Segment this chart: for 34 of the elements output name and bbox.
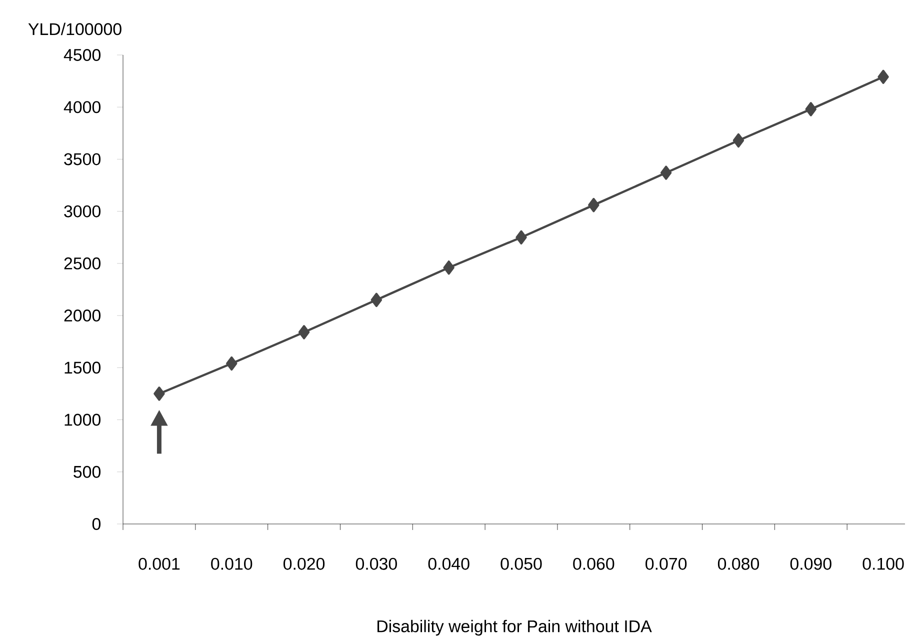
point xyxy=(370,292,382,308)
y-axis-title: YLD/100000 xyxy=(28,22,122,36)
point xyxy=(732,133,744,148)
point xyxy=(298,325,310,340)
point xyxy=(443,260,454,275)
y-tick-label: 4000 xyxy=(64,101,101,114)
x-tick-label: 0.080 xyxy=(718,558,760,570)
x-tick-label: 0.020 xyxy=(283,558,325,570)
point xyxy=(226,356,238,371)
x-tick-label: 0.010 xyxy=(211,558,252,570)
point xyxy=(588,198,600,212)
y-tick-label: 1000 xyxy=(64,414,101,426)
x-tick-label: 0.040 xyxy=(428,558,470,570)
x-tick-label: 0.050 xyxy=(500,558,542,570)
y-tick-label: 1500 xyxy=(64,362,101,374)
point xyxy=(154,386,165,401)
point xyxy=(660,166,672,180)
y-tick-label: 0 xyxy=(92,518,101,530)
y-tick-label: 3000 xyxy=(64,205,101,218)
x-tick-label: 0.090 xyxy=(790,558,832,570)
y-tick-label: 4500 xyxy=(64,48,101,61)
y-tick-label: 500 xyxy=(74,466,101,478)
x-tick-label: 0.030 xyxy=(356,558,397,570)
point xyxy=(878,70,889,84)
x-tick-label: 0.100 xyxy=(862,558,904,570)
x-tick-label: 0.001 xyxy=(138,558,180,570)
point xyxy=(516,230,527,244)
y-tick-label: 2500 xyxy=(64,257,101,270)
x-axis-title: Disability weight for Pain without IDA xyxy=(377,620,652,636)
y-tick-label: 2000 xyxy=(64,310,101,322)
point xyxy=(805,102,816,116)
x-tick-label: 0.060 xyxy=(573,558,614,570)
y-tick-label: 3500 xyxy=(64,153,101,166)
x-tick-label: 0.070 xyxy=(646,558,687,570)
